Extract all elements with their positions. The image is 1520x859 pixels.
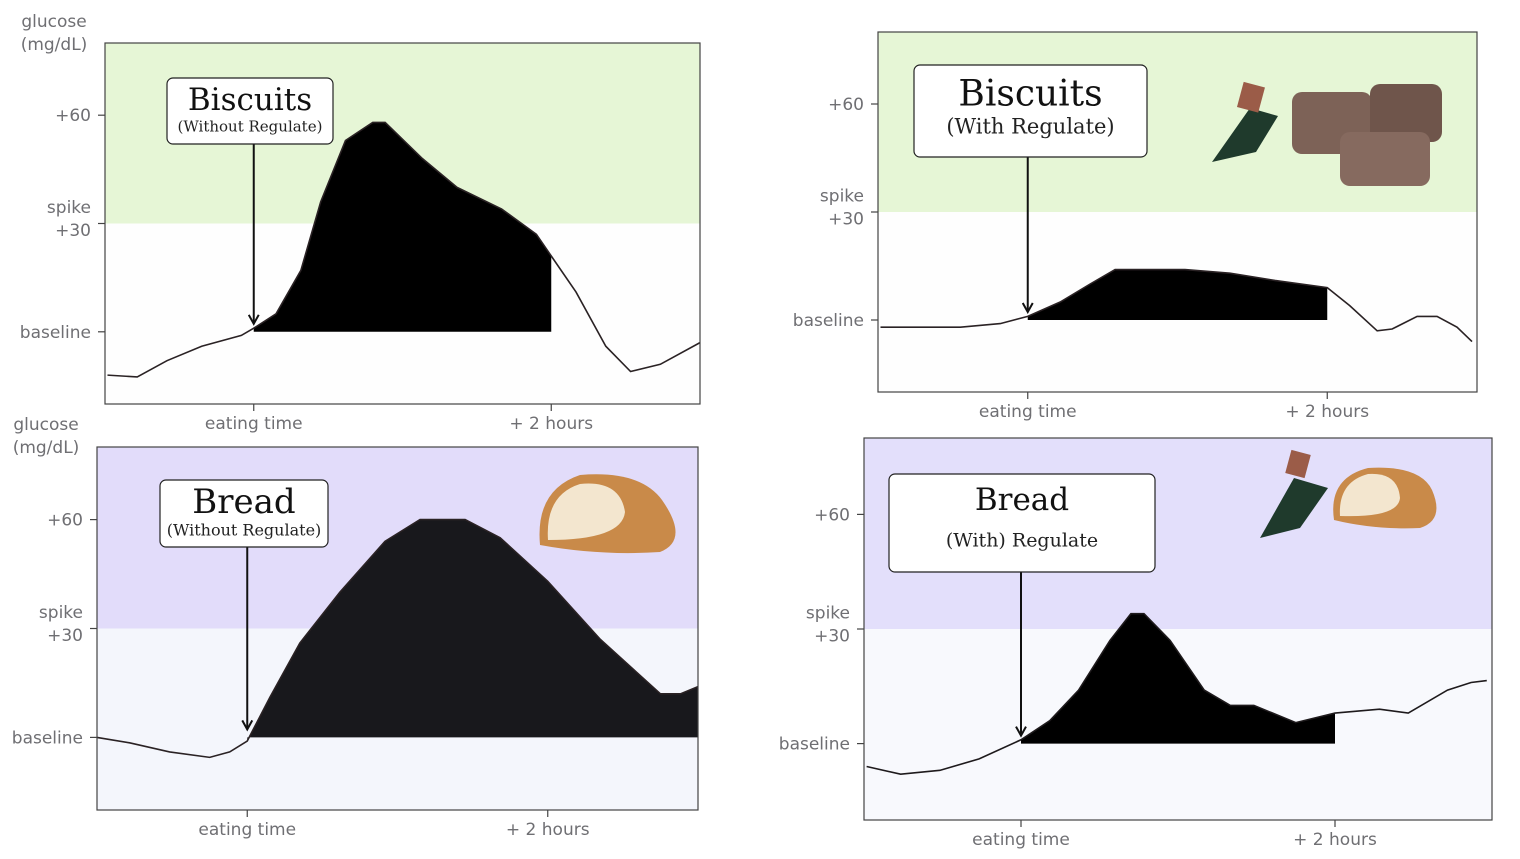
y-axis-label: (mg/dL) [21, 35, 88, 55]
y-tick-label: spike [47, 198, 91, 218]
y-tick-label: +30 [814, 627, 850, 647]
y-tick-label: spike [806, 604, 850, 624]
annotation-subtitle: (Without Regulate) [167, 521, 322, 540]
icons [539, 81, 1442, 554]
x-tick-label: eating time [972, 830, 1070, 850]
bread-icon [539, 474, 676, 554]
y-tick-label: baseline [12, 728, 83, 748]
annotation-subtitle: (With) Regulate [946, 530, 1098, 552]
annotation-box [159, 479, 329, 548]
y-tick-label: baseline [779, 735, 850, 755]
glucose-line [107, 121, 701, 378]
annotation-box [913, 64, 1148, 158]
y-axis-label: glucose [13, 415, 78, 435]
x-tick-label: + 2 hours [1285, 402, 1369, 422]
x-tick-label: + 2 hours [509, 414, 593, 434]
chart-panel: baseline spike +30 +60 eating time + 2 hours g… [20, 12, 701, 434]
y-tick-label: +30 [55, 221, 91, 241]
y-tick-label: +60 [814, 505, 850, 525]
y-tick-label: baseline [20, 323, 91, 343]
y-tick-label: +60 [828, 95, 864, 115]
patch-icon [1212, 81, 1278, 162]
annotation-box [888, 473, 1156, 573]
biscuits-icon [1292, 84, 1442, 186]
annotation-title: Bread [975, 482, 1069, 518]
glucose-area [1027, 269, 1328, 320]
annotation-title: Biscuits [958, 74, 1102, 115]
y-tick-label: spike [820, 187, 864, 207]
y-tick-label: +60 [55, 106, 91, 126]
glucose-line [96, 518, 699, 759]
glucose-area [1021, 613, 1335, 744]
x-tick-label: eating time [198, 820, 296, 840]
charts: baseline spike +30 +60 eating time + 2 hours g… [12, 12, 1493, 850]
y-tick-label: +30 [47, 626, 83, 646]
annotation-box [166, 77, 334, 145]
annotation-subtitle: (With Regulate) [946, 114, 1114, 138]
x-tick-label: eating time [205, 414, 303, 434]
annotation-title: Bread [192, 482, 295, 522]
bread-icon [1333, 467, 1437, 529]
glucose-line [866, 612, 1487, 775]
annotation-subtitle: (Without Regulate) [178, 117, 323, 135]
x-tick-label: + 2 hours [506, 820, 590, 840]
y-axis-label: glucose [21, 12, 86, 32]
y-axis-label: (mg/dL) [13, 438, 80, 458]
y-tick-label: +30 [828, 210, 864, 230]
annotation-title: Biscuits [188, 82, 312, 118]
x-tick-label: + 2 hours [1293, 830, 1377, 850]
x-tick-label: eating time [979, 402, 1077, 422]
y-tick-label: +60 [47, 511, 83, 531]
glucose-line [880, 268, 1473, 343]
y-tick-label: baseline [793, 311, 864, 331]
glucose-area [247, 519, 698, 742]
glucose-area [253, 122, 552, 332]
y-tick-label: spike [39, 603, 83, 623]
patch-icon [1260, 449, 1328, 538]
